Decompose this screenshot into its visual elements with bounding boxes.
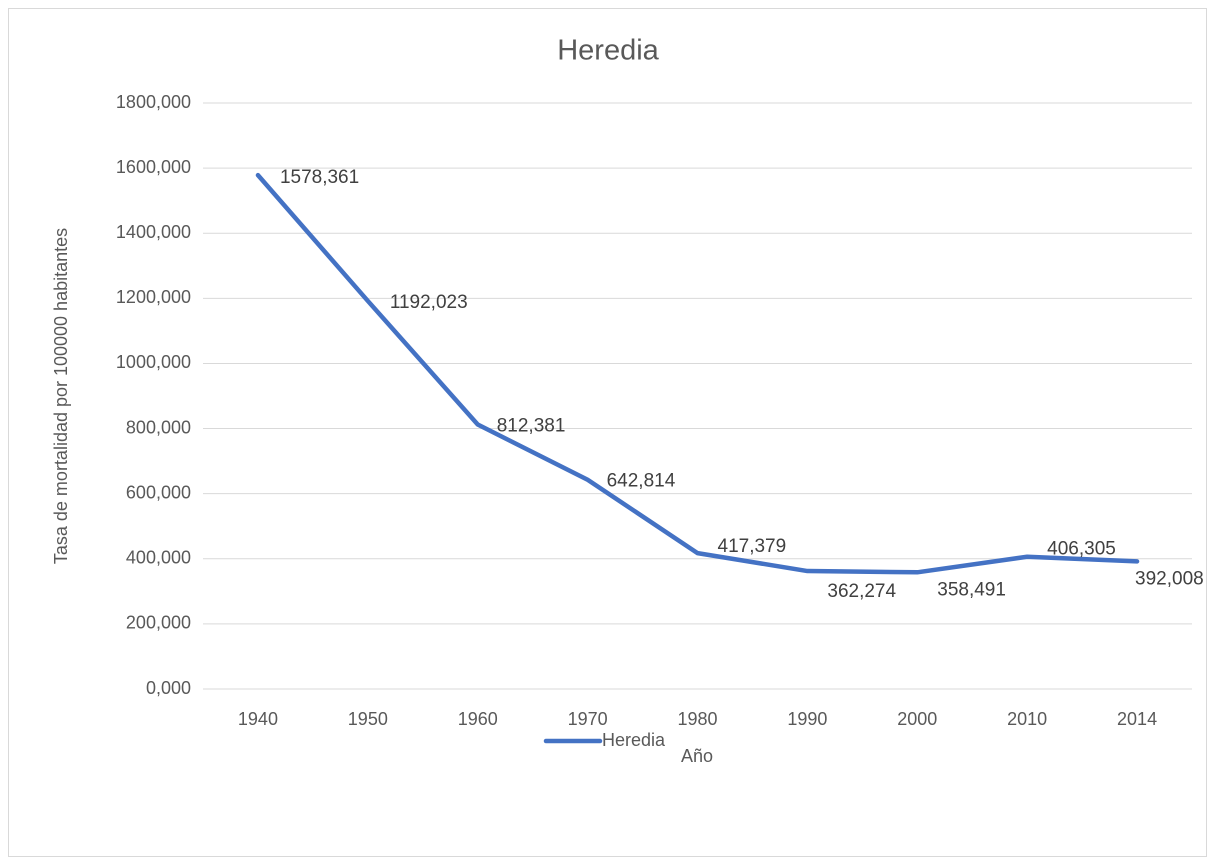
- data-label: 642,814: [607, 471, 676, 492]
- data-label: 1192,023: [390, 292, 468, 313]
- y-tick-label: 1800,000: [116, 92, 191, 112]
- data-label: 358,491: [937, 579, 1006, 600]
- legend-label: Heredia: [602, 730, 666, 750]
- y-tick-label: 1400,000: [116, 222, 191, 242]
- y-tick-label: 1000,000: [116, 352, 191, 372]
- x-tick-label: 2014: [1117, 709, 1157, 729]
- x-tick-label: 2000: [897, 709, 937, 729]
- line-series: [255, 172, 1140, 575]
- y-tick-label: 1200,000: [116, 287, 191, 307]
- data-label: 392,008: [1135, 568, 1204, 589]
- y-tick-label: 800,000: [126, 417, 191, 437]
- data-label: 1578,361: [280, 167, 359, 188]
- x-tick-label: 1990: [787, 709, 827, 729]
- x-tick-label: 1980: [677, 709, 717, 729]
- chart-title: Heredia: [557, 35, 659, 67]
- y-tick-label: 0,000: [146, 678, 191, 698]
- x-tick-label: 1960: [458, 709, 498, 729]
- x-tick-label: 1950: [348, 709, 388, 729]
- data-label: 406,305: [1047, 539, 1116, 560]
- y-axis-title: Tasa de mortalidad por 100000 habitantes: [51, 228, 71, 564]
- y-tick-label: 200,000: [126, 613, 191, 633]
- y-tick-label: 400,000: [126, 548, 191, 568]
- y-tick-label: 600,000: [126, 482, 191, 502]
- x-tick-label: 2010: [1007, 709, 1047, 729]
- y-tick-label: 1600,000: [116, 157, 191, 177]
- data-label: 362,274: [827, 581, 896, 602]
- x-tick-label: 1940: [238, 709, 278, 729]
- chart-border: [8, 8, 1207, 857]
- x-axis-title: Año: [681, 746, 713, 766]
- data-label: 812,381: [497, 416, 566, 437]
- x-tick-label: 1970: [568, 709, 608, 729]
- data-label: 417,379: [718, 536, 787, 557]
